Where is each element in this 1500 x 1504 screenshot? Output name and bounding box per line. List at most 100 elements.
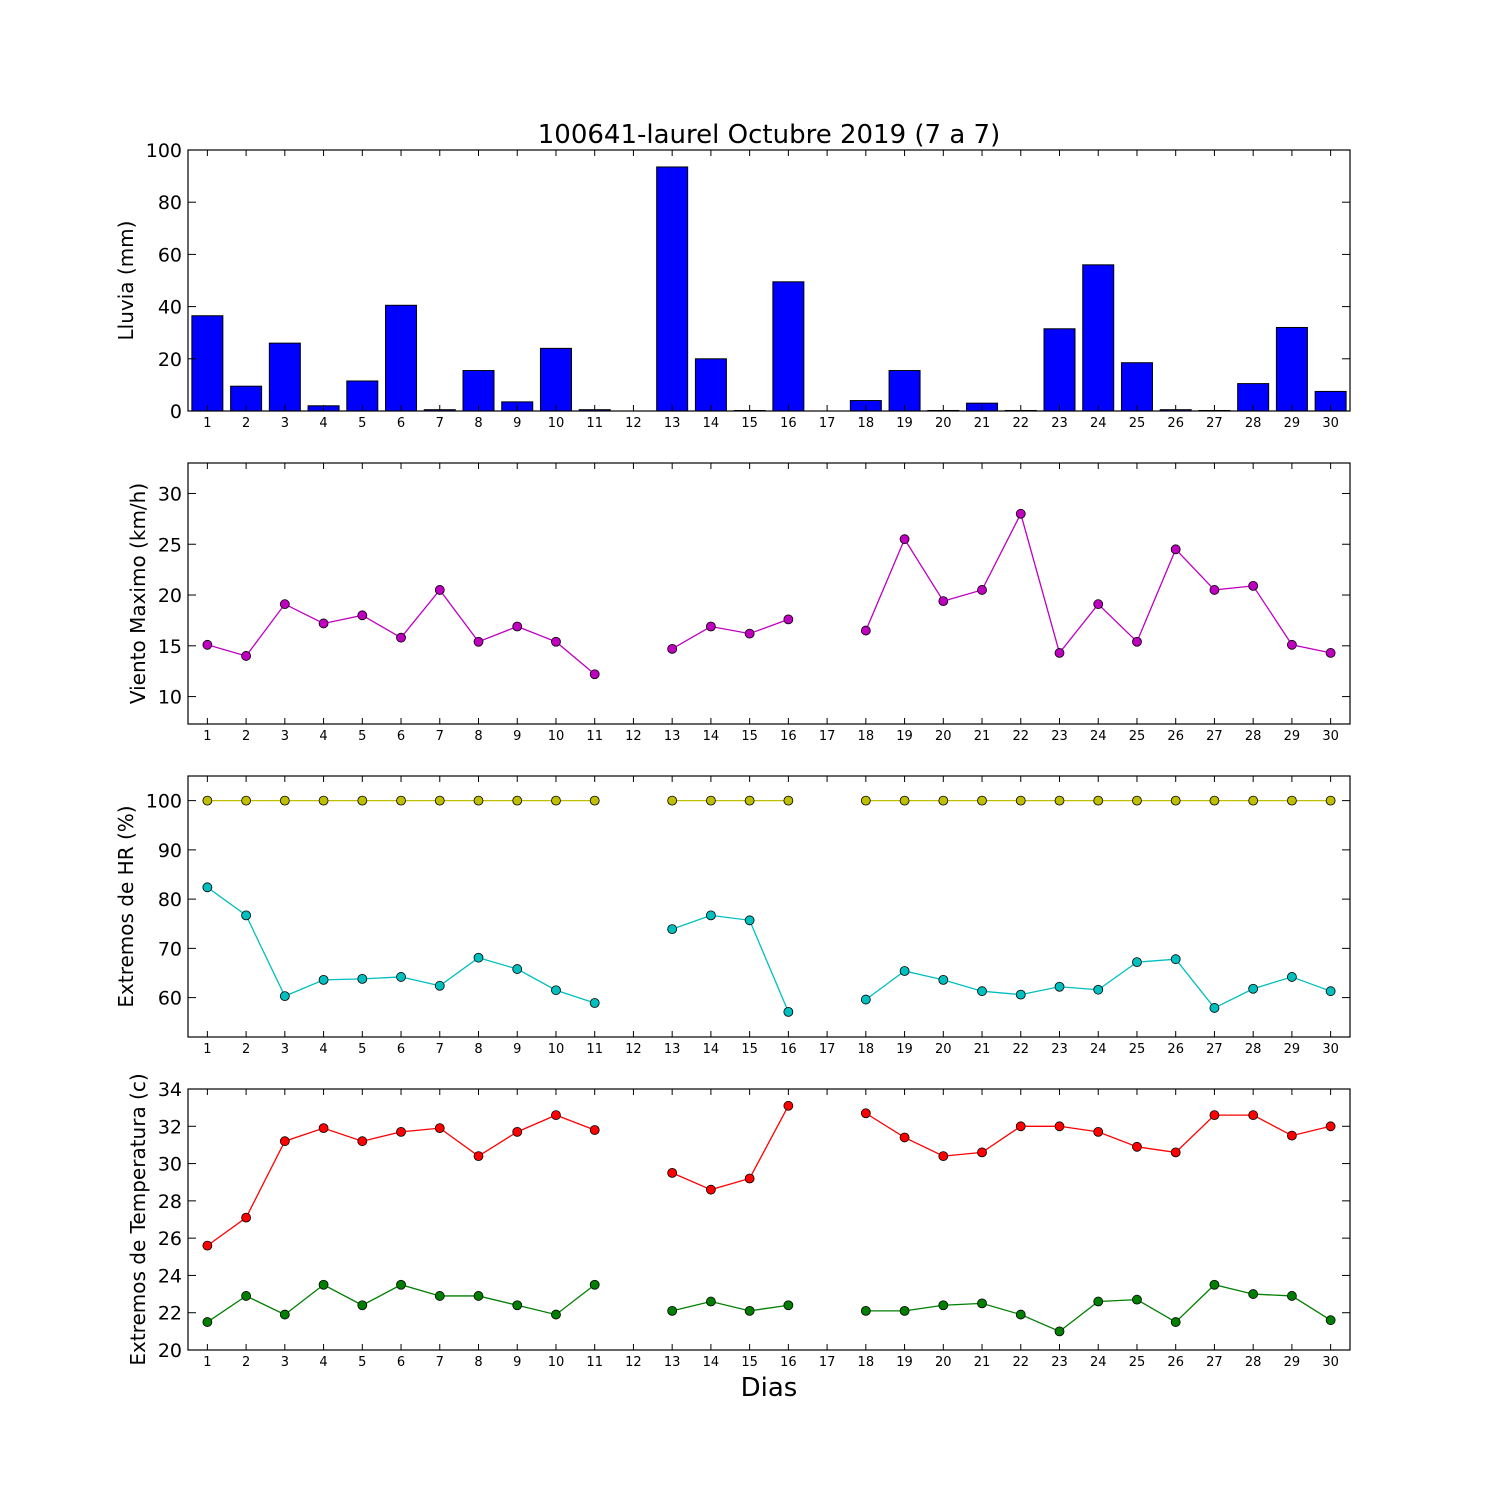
series-point (706, 1296, 716, 1307)
x-tick-label: 16 (780, 1355, 797, 1370)
x-tick-label: 24 (1090, 1042, 1107, 1057)
series-point (1170, 795, 1181, 806)
series-point (1015, 989, 1026, 1000)
series-point (938, 974, 949, 985)
x-tick-label: 8 (474, 1042, 482, 1057)
series-point (357, 973, 368, 984)
x-tick-label: 25 (1129, 416, 1146, 431)
series-point (357, 795, 368, 806)
x-tick-label: 28 (1245, 416, 1262, 431)
plot-frame (187, 462, 1351, 725)
series-line (672, 1300, 789, 1312)
series-point (1325, 1121, 1336, 1132)
series-point (318, 1123, 329, 1134)
x-tick-label: 24 (1090, 729, 1107, 744)
x-tick-label: 14 (703, 416, 720, 431)
y-tick-label: 40 (158, 297, 182, 319)
x-tick-label: 23 (1051, 729, 1068, 744)
x-tick-label: 28 (1245, 1355, 1262, 1370)
x-tick-label: 26 (1167, 1355, 1184, 1370)
series-point (512, 1126, 523, 1137)
series-point (1170, 544, 1181, 555)
series-point (589, 1279, 600, 1290)
series-point (396, 1126, 406, 1137)
x-tick-label: 2 (242, 729, 250, 744)
series-point (241, 651, 252, 661)
series-line (865, 958, 1331, 1009)
x-tick-label: 5 (358, 1355, 366, 1370)
plot-frame (187, 775, 1351, 1038)
series-point (318, 974, 329, 985)
series-point (667, 795, 678, 806)
rain-bar (539, 347, 572, 412)
series-point (1132, 1141, 1142, 1152)
series-point (1132, 795, 1142, 806)
x-tick-label: 30 (1322, 1042, 1339, 1057)
rain-bar (1043, 328, 1076, 412)
y-tick-label: 20 (158, 1340, 182, 1362)
series-point (1209, 585, 1220, 595)
y-tick-label: 34 (158, 1079, 182, 1101)
series-point (1132, 636, 1142, 647)
x-tick-label: 6 (397, 729, 405, 744)
series-point (512, 964, 523, 974)
x-tick-label: 13 (664, 1355, 681, 1370)
x-tick-label: 1 (203, 729, 211, 744)
x-tick-label: 7 (436, 416, 444, 431)
series-point (241, 795, 252, 806)
x-tick-label: 26 (1167, 1042, 1184, 1057)
x-tick-label: 20 (935, 1042, 952, 1057)
y-tick-label: 70 (158, 938, 182, 960)
x-tick-label: 5 (358, 416, 366, 431)
x-tick-label: 8 (474, 416, 482, 431)
series-point (860, 795, 871, 806)
x-tick-label: 30 (1322, 416, 1339, 431)
x-tick-label: 15 (741, 416, 758, 431)
series-point (783, 795, 794, 806)
series-point (744, 628, 755, 639)
series-point (667, 643, 678, 654)
series-point (396, 972, 406, 982)
y-tick-label: 90 (158, 840, 182, 862)
x-axis-label: Dias (741, 1373, 798, 1403)
series-point (899, 534, 910, 545)
y-axis-label: Extremos de Temperatura (c) (126, 1073, 150, 1365)
series-point (1132, 957, 1142, 968)
x-tick-label: 6 (397, 1042, 405, 1057)
series-point (744, 795, 755, 806)
x-tick-label: 14 (703, 1355, 720, 1370)
series-point (202, 1240, 213, 1251)
x-tick-label: 27 (1206, 1355, 1223, 1370)
series-point (202, 639, 213, 650)
x-tick-label: 12 (625, 416, 642, 431)
x-tick-label: 30 (1322, 729, 1339, 744)
panel-4: 1 2 3 4 5 6 7 8 9 10 11 12 13 14 15 16 17 18 19 20 21 22 23 24 2… (126, 1073, 1351, 1370)
y-tick-label: 15 (158, 636, 182, 658)
plot-frame (187, 149, 1351, 412)
rain-bar (772, 281, 805, 412)
series-point (202, 882, 213, 893)
series-point (473, 1291, 484, 1301)
x-tick-label: 26 (1167, 416, 1184, 431)
rain-bar (1082, 264, 1115, 412)
series-point (1093, 984, 1104, 995)
x-tick-label: 21 (974, 729, 991, 744)
x-tick-label: 29 (1284, 416, 1301, 431)
y-tick-label: 60 (158, 988, 182, 1010)
x-tick-label: 5 (358, 729, 366, 744)
series-point (318, 1279, 329, 1290)
series-point (1054, 795, 1065, 806)
x-tick-label: 5 (358, 1042, 366, 1057)
series-point (1209, 795, 1220, 806)
x-tick-label: 18 (858, 1355, 875, 1370)
x-tick-label: 21 (974, 1355, 991, 1370)
series-point (977, 1147, 987, 1158)
series-point (279, 1309, 290, 1320)
y-axis-label: Extremos de HR (%) (114, 805, 138, 1007)
x-tick-label: 19 (896, 416, 913, 431)
x-tick-label: 6 (397, 1355, 405, 1370)
rain-bar (1275, 326, 1308, 412)
series-line (671, 914, 789, 1013)
y-tick-label: 80 (158, 192, 182, 214)
x-tick-label: 9 (513, 1042, 521, 1057)
